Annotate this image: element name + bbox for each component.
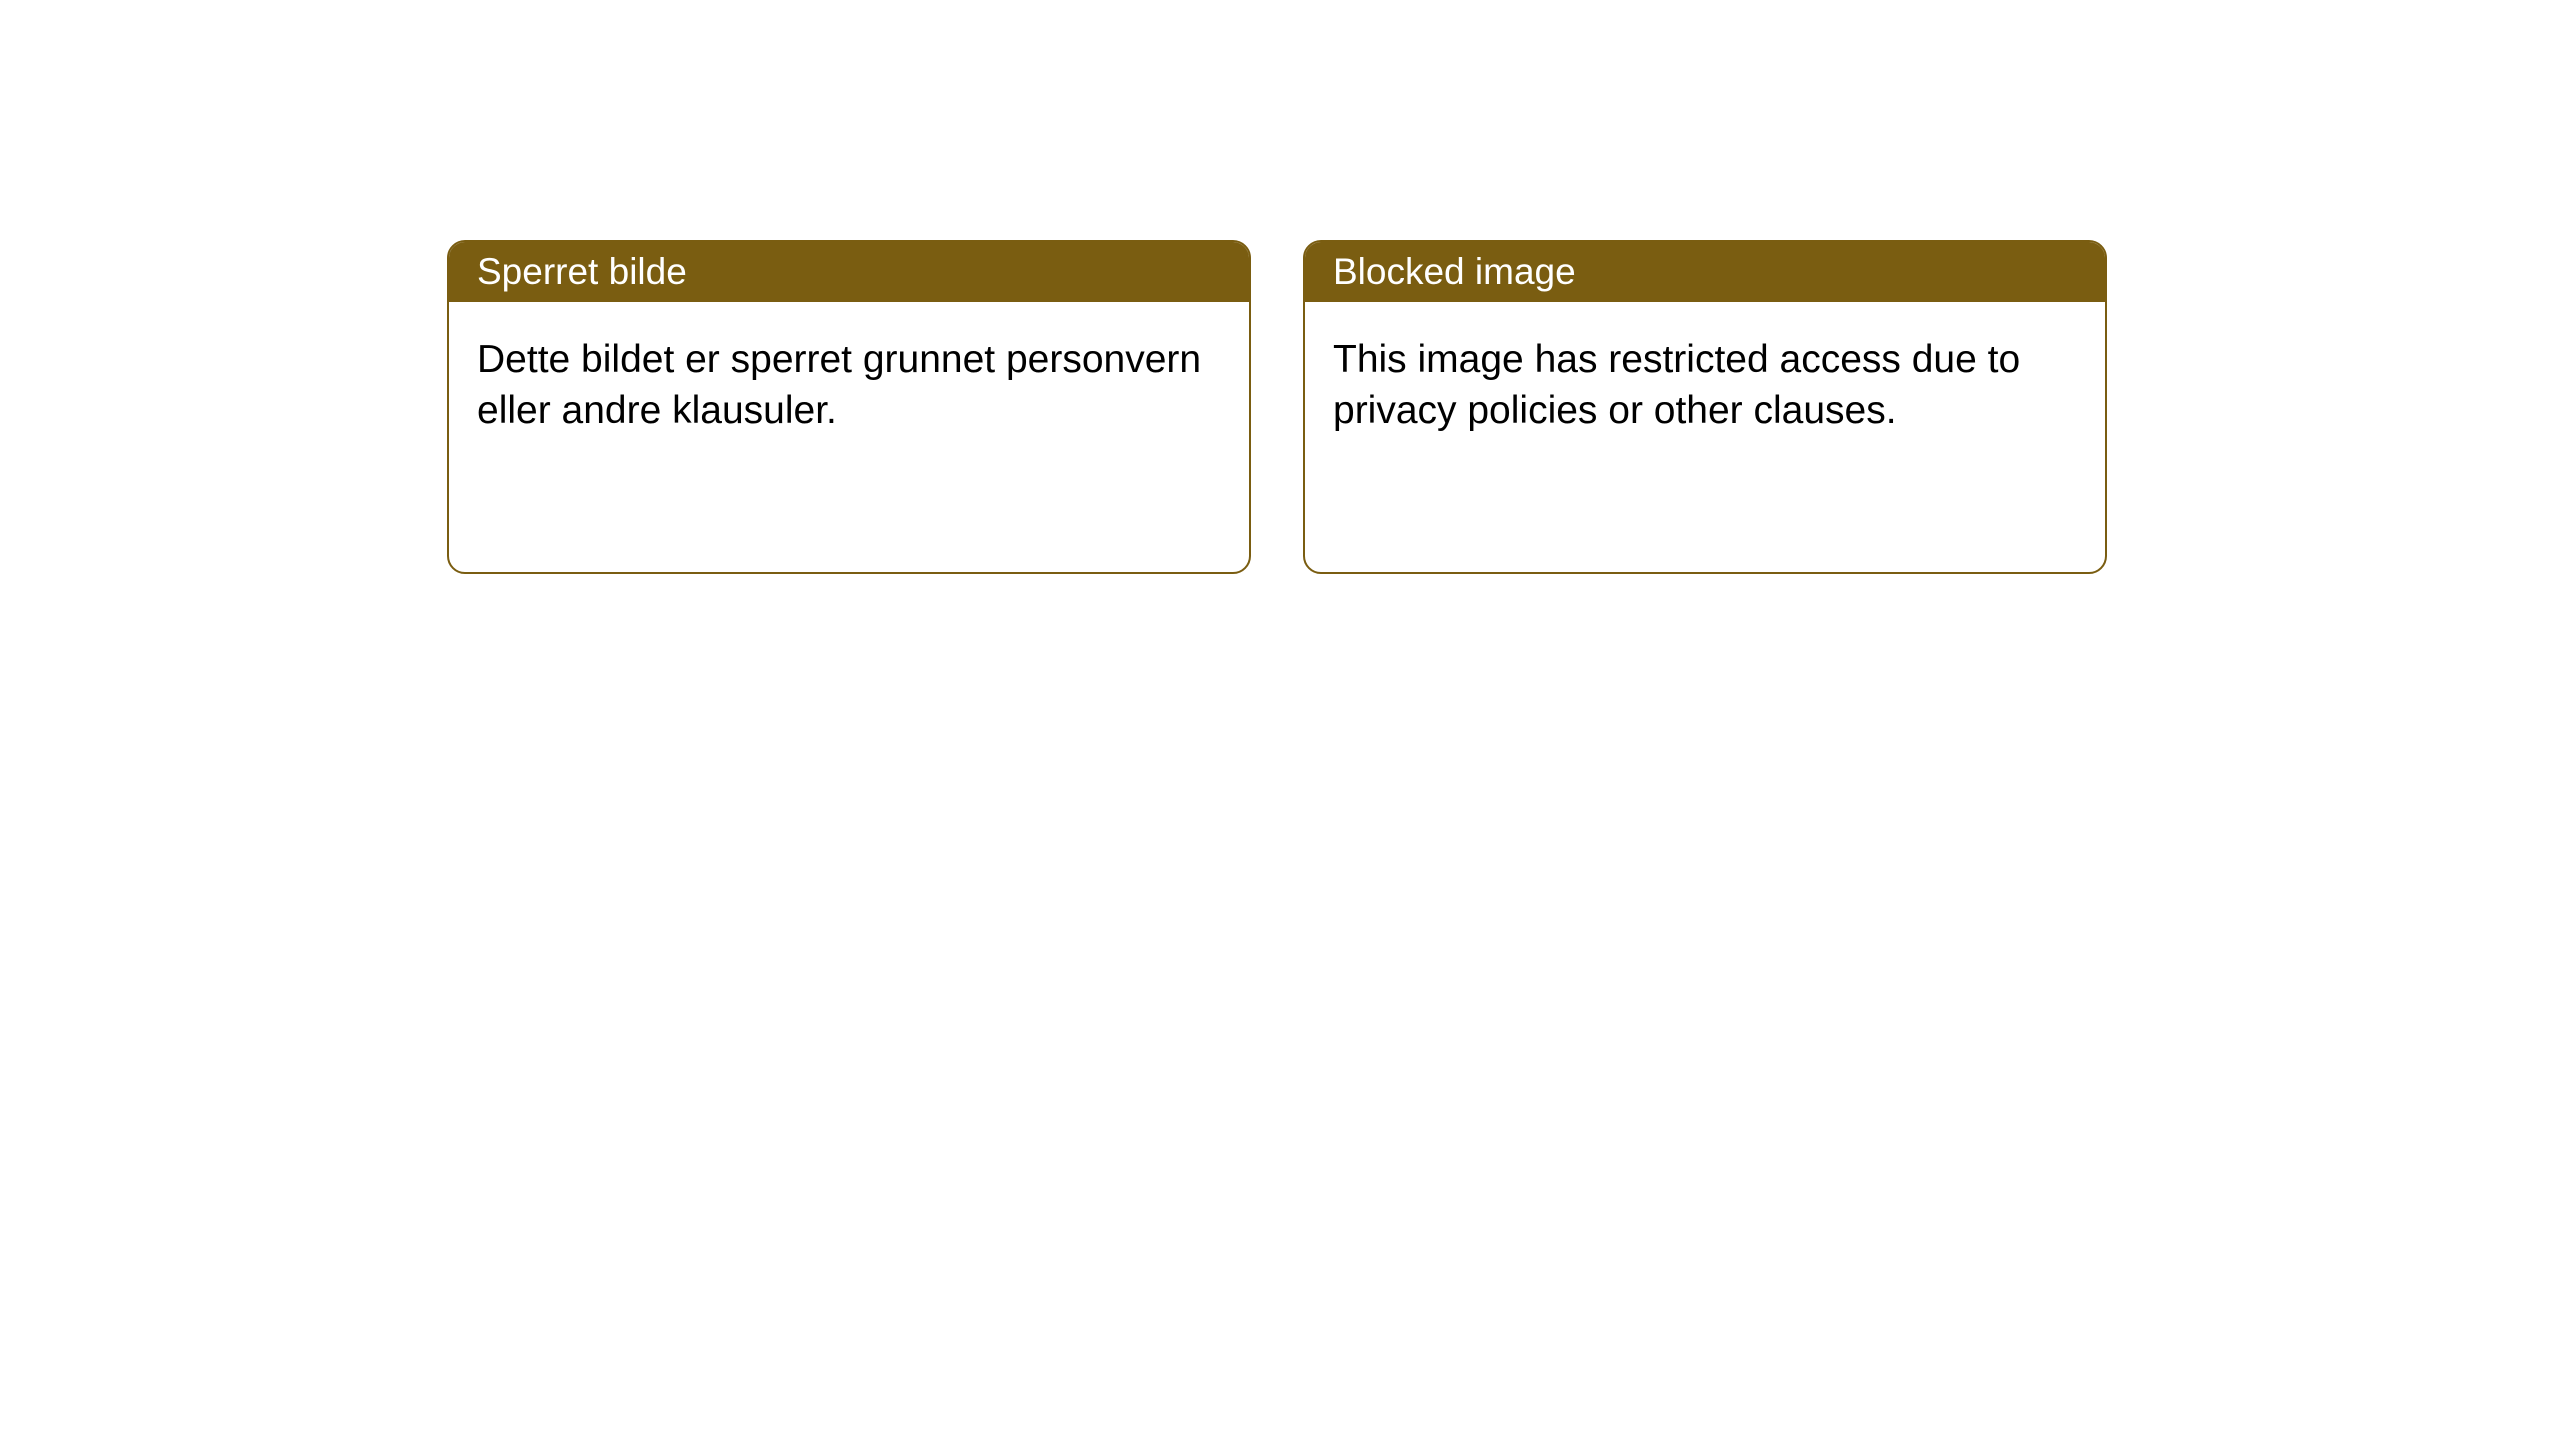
notice-title: Blocked image: [1333, 251, 1576, 293]
notice-body: Dette bildet er sperret grunnet personve…: [449, 302, 1249, 469]
notice-container: Sperret bilde Dette bildet er sperret gr…: [0, 0, 2560, 574]
notice-header: Sperret bilde: [449, 242, 1249, 302]
notice-card-english: Blocked image This image has restricted …: [1303, 240, 2107, 574]
notice-header: Blocked image: [1305, 242, 2105, 302]
notice-card-norwegian: Sperret bilde Dette bildet er sperret gr…: [447, 240, 1251, 574]
notice-body-text: Dette bildet er sperret grunnet personve…: [477, 338, 1201, 432]
notice-body: This image has restricted access due to …: [1305, 302, 2105, 469]
notice-title: Sperret bilde: [477, 251, 687, 293]
notice-body-text: This image has restricted access due to …: [1333, 338, 2020, 432]
